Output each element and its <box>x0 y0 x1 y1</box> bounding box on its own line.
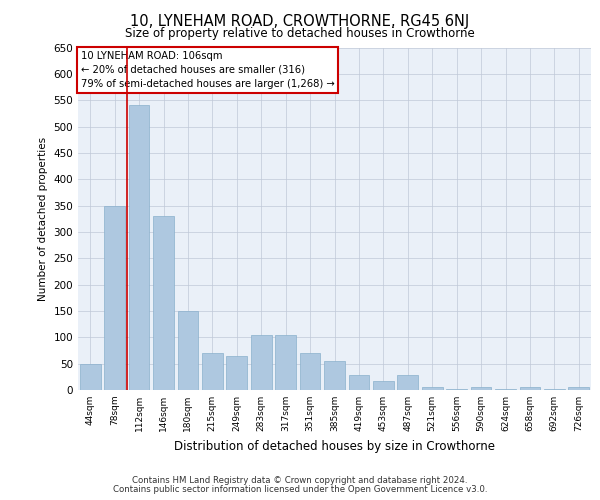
Text: 10, LYNEHAM ROAD, CROWTHORNE, RG45 6NJ: 10, LYNEHAM ROAD, CROWTHORNE, RG45 6NJ <box>130 14 470 29</box>
Text: 10 LYNEHAM ROAD: 106sqm
← 20% of detached houses are smaller (316)
79% of semi-d: 10 LYNEHAM ROAD: 106sqm ← 20% of detache… <box>80 51 334 89</box>
Bar <box>520 388 541 390</box>
Bar <box>178 311 199 390</box>
Bar <box>470 388 491 390</box>
Bar <box>299 353 320 390</box>
Bar <box>202 353 223 390</box>
Bar <box>568 388 589 390</box>
Bar <box>275 334 296 390</box>
Bar <box>226 356 247 390</box>
Bar <box>446 389 467 390</box>
Text: Contains HM Land Registry data © Crown copyright and database right 2024.: Contains HM Land Registry data © Crown c… <box>132 476 468 485</box>
Bar <box>349 375 370 390</box>
Bar <box>104 206 125 390</box>
Bar <box>128 106 149 390</box>
Y-axis label: Number of detached properties: Number of detached properties <box>38 136 48 301</box>
Bar <box>373 380 394 390</box>
Bar <box>495 389 516 390</box>
Text: Size of property relative to detached houses in Crowthorne: Size of property relative to detached ho… <box>125 28 475 40</box>
X-axis label: Distribution of detached houses by size in Crowthorne: Distribution of detached houses by size … <box>174 440 495 452</box>
Bar <box>422 388 443 390</box>
Bar <box>251 334 272 390</box>
Bar <box>397 375 418 390</box>
Bar <box>80 364 101 390</box>
Bar <box>324 361 345 390</box>
Text: Contains public sector information licensed under the Open Government Licence v3: Contains public sector information licen… <box>113 485 487 494</box>
Bar <box>153 216 174 390</box>
